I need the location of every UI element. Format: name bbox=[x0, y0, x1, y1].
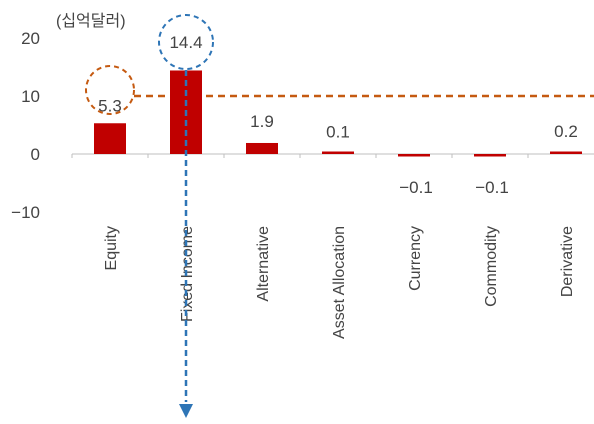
bar bbox=[398, 154, 430, 157]
data-labels: 5.3 14.4 1.9 0.1 −0.1 −0.1 0.2 bbox=[98, 33, 578, 197]
y-tick-label: 20 bbox=[21, 29, 40, 48]
bar bbox=[550, 151, 582, 154]
category-label: Equity bbox=[103, 226, 120, 270]
data-label: −0.1 bbox=[475, 178, 509, 197]
category-labels: Equity Fixed Income Alternative Asset Alloc… bbox=[103, 226, 576, 339]
down-arrow-icon bbox=[179, 404, 193, 418]
bar bbox=[474, 154, 506, 157]
unit-label: (십억달러) bbox=[56, 12, 126, 30]
highlight-circle-fixed-income bbox=[158, 14, 214, 70]
data-label: 0.2 bbox=[554, 122, 578, 141]
annotations bbox=[85, 14, 214, 418]
category-label: Commodity bbox=[483, 226, 500, 307]
x-axis bbox=[71, 153, 594, 158]
data-label: 1.9 bbox=[250, 112, 274, 131]
bars bbox=[94, 70, 582, 157]
category-label: Derivative bbox=[559, 226, 576, 297]
bar bbox=[94, 123, 126, 154]
y-axis: 20 10 0 −10 bbox=[11, 29, 40, 222]
y-tick-label: −10 bbox=[11, 203, 40, 222]
data-label: 5.3 bbox=[98, 96, 122, 115]
category-label: Alternative bbox=[255, 226, 272, 302]
data-label: −0.1 bbox=[399, 178, 433, 197]
category-label: Currency bbox=[407, 226, 424, 291]
highlight-circle-equity bbox=[85, 65, 135, 115]
y-tick-label: 10 bbox=[21, 87, 40, 106]
data-label: 0.1 bbox=[326, 122, 350, 141]
bar bbox=[246, 142, 278, 154]
y-tick-label: 0 bbox=[31, 145, 40, 164]
bar bbox=[322, 151, 354, 154]
category-label: Asset Allocation bbox=[331, 226, 348, 339]
data-label: 14.4 bbox=[169, 33, 202, 52]
category-label: Fixed Income bbox=[179, 226, 196, 322]
